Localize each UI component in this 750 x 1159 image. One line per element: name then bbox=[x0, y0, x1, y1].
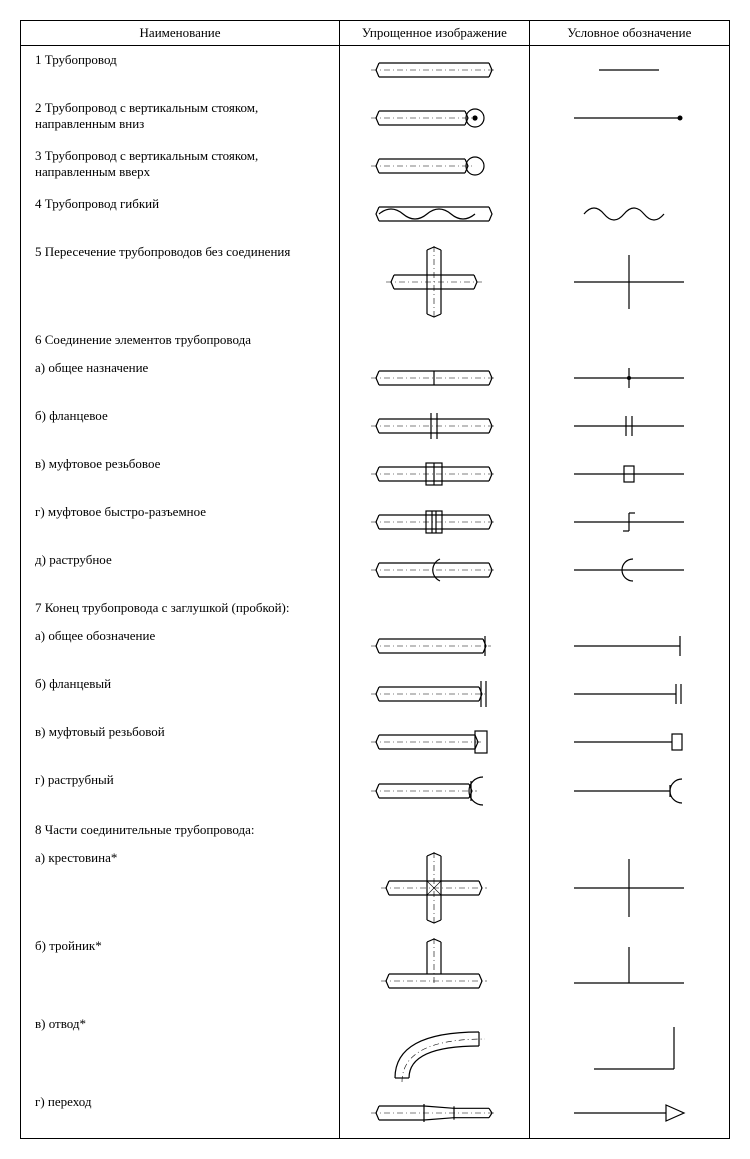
table-row: б) фланцевый bbox=[21, 670, 729, 718]
row-simplified bbox=[340, 450, 529, 498]
row-symbol bbox=[530, 816, 729, 844]
row-simplified bbox=[340, 46, 529, 94]
row-simplified bbox=[340, 238, 529, 326]
table-row: г) переход bbox=[21, 1088, 729, 1138]
row-symbol bbox=[530, 46, 729, 94]
row-symbol bbox=[530, 1010, 729, 1088]
table-body: 1 Трубопровод2 Трубопровод с вертикальны… bbox=[21, 46, 729, 1138]
row-label: 6 Соединение элементов трубопровода bbox=[21, 326, 340, 354]
header-symbol: Условное обозначение bbox=[530, 21, 729, 45]
row-symbol bbox=[530, 326, 729, 354]
table-row: а) общее назначение bbox=[21, 354, 729, 402]
row-symbol bbox=[530, 1088, 729, 1138]
row-symbol bbox=[530, 238, 729, 326]
row-simplified bbox=[340, 766, 529, 816]
row-symbol bbox=[530, 622, 729, 670]
header-name: Наименование bbox=[21, 21, 340, 45]
row-simplified bbox=[340, 844, 529, 932]
row-symbol bbox=[530, 594, 729, 622]
table-row: в) муфтовое резьбовое bbox=[21, 450, 729, 498]
table-row: б) фланцевое bbox=[21, 402, 729, 450]
table-row: 2 Трубопровод с вертикальным стояком, на… bbox=[21, 94, 729, 142]
row-label: 5 Пересечение трубопроводов без соединен… bbox=[21, 238, 340, 326]
row-label: 8 Части соединительные трубопровода: bbox=[21, 816, 340, 844]
row-symbol bbox=[530, 932, 729, 1010]
table-row: в) отвод* bbox=[21, 1010, 729, 1088]
reference-table: Наименование Упрощенное изображение Усло… bbox=[20, 20, 730, 1139]
row-simplified bbox=[340, 718, 529, 766]
table-row: в) муфтовый резьбовой bbox=[21, 718, 729, 766]
row-label: 1 Трубопровод bbox=[21, 46, 340, 94]
table-header: Наименование Упрощенное изображение Усло… bbox=[21, 21, 729, 46]
row-label: б) фланцевое bbox=[21, 402, 340, 450]
row-simplified bbox=[340, 622, 529, 670]
row-simplified bbox=[340, 142, 529, 190]
row-label: в) отвод* bbox=[21, 1010, 340, 1088]
table-row: 7 Конец трубопровода с заглушкой (пробко… bbox=[21, 594, 729, 622]
row-label: д) раструбное bbox=[21, 546, 340, 594]
row-label: а) общее обозначение bbox=[21, 622, 340, 670]
row-symbol bbox=[530, 354, 729, 402]
row-simplified bbox=[340, 816, 529, 844]
table-row: г) муфтовое быстро-разъемное bbox=[21, 498, 729, 546]
row-symbol bbox=[530, 766, 729, 816]
row-simplified bbox=[340, 354, 529, 402]
table-row: 6 Соединение элементов трубопровода bbox=[21, 326, 729, 354]
row-simplified bbox=[340, 190, 529, 238]
table-row: 3 Трубопровод с вертикальным стояком, на… bbox=[21, 142, 729, 190]
table-row: б) тройник* bbox=[21, 932, 729, 1010]
row-symbol bbox=[530, 402, 729, 450]
row-simplified bbox=[340, 1010, 529, 1088]
row-label: б) фланцевый bbox=[21, 670, 340, 718]
row-simplified bbox=[340, 594, 529, 622]
row-label: 3 Трубопровод с вертикальным стояком, на… bbox=[21, 142, 340, 190]
row-symbol bbox=[530, 670, 729, 718]
row-simplified bbox=[340, 670, 529, 718]
row-label: г) муфтовое быстро-разъемное bbox=[21, 498, 340, 546]
table-row: 8 Части соединительные трубопровода: bbox=[21, 816, 729, 844]
table-row: 4 Трубопровод гибкий bbox=[21, 190, 729, 238]
row-simplified bbox=[340, 932, 529, 1010]
row-symbol bbox=[530, 844, 729, 932]
row-label: в) муфтовое резьбовое bbox=[21, 450, 340, 498]
table-row: 5 Пересечение трубопроводов без соединен… bbox=[21, 238, 729, 326]
row-label: 4 Трубопровод гибкий bbox=[21, 190, 340, 238]
table-row: а) крестовина* bbox=[21, 844, 729, 932]
row-simplified bbox=[340, 546, 529, 594]
row-label: а) крестовина* bbox=[21, 844, 340, 932]
row-label: г) переход bbox=[21, 1088, 340, 1138]
row-symbol bbox=[530, 546, 729, 594]
table-row: д) раструбное bbox=[21, 546, 729, 594]
row-symbol bbox=[530, 142, 729, 190]
row-simplified bbox=[340, 94, 529, 142]
row-label: 2 Трубопровод с вертикальным стояком, на… bbox=[21, 94, 340, 142]
row-symbol bbox=[530, 190, 729, 238]
row-symbol bbox=[530, 94, 729, 142]
row-label: б) тройник* bbox=[21, 932, 340, 1010]
row-simplified bbox=[340, 498, 529, 546]
row-label: а) общее назначение bbox=[21, 354, 340, 402]
row-simplified bbox=[340, 402, 529, 450]
table-row: а) общее обозначение bbox=[21, 622, 729, 670]
row-simplified bbox=[340, 326, 529, 354]
row-symbol bbox=[530, 450, 729, 498]
header-simplified: Упрощенное изображение bbox=[340, 21, 529, 45]
row-symbol bbox=[530, 498, 729, 546]
row-simplified bbox=[340, 1088, 529, 1138]
row-label: 7 Конец трубопровода с заглушкой (пробко… bbox=[21, 594, 340, 622]
table-row: 1 Трубопровод bbox=[21, 46, 729, 94]
row-label: г) раструбный bbox=[21, 766, 340, 816]
table-row: г) раструбный bbox=[21, 766, 729, 816]
row-symbol bbox=[530, 718, 729, 766]
row-label: в) муфтовый резьбовой bbox=[21, 718, 340, 766]
